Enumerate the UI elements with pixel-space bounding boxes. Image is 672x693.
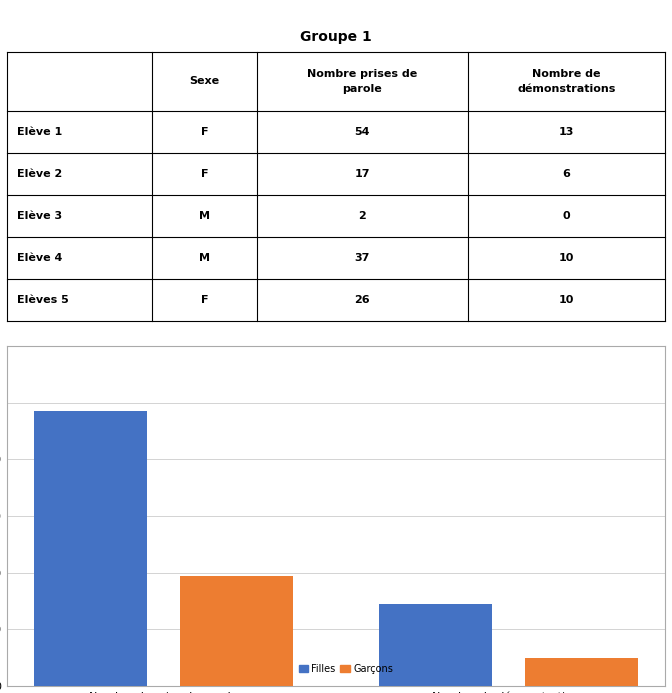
Legend: Filles, Garçons: Filles, Garçons (295, 660, 397, 678)
Bar (378, 604, 491, 686)
Text: M: M (199, 253, 210, 263)
Text: 26: 26 (355, 295, 370, 305)
Text: 37: 37 (355, 253, 370, 263)
Text: Elève 1: Elève 1 (17, 127, 62, 137)
Text: F: F (200, 295, 208, 305)
Text: Sexe: Sexe (190, 76, 219, 86)
Text: 13: 13 (559, 127, 574, 137)
Text: M: M (199, 211, 210, 221)
Text: 10: 10 (559, 295, 574, 305)
Text: Elève 4: Elève 4 (17, 253, 62, 263)
Bar (526, 658, 638, 686)
Text: Nombre de
démonstrations: Nombre de démonstrations (517, 69, 616, 94)
Text: Groupe 1: Groupe 1 (300, 30, 372, 44)
Text: 0: 0 (562, 211, 571, 221)
Bar (181, 576, 294, 686)
Text: 17: 17 (355, 169, 370, 179)
Text: 2: 2 (358, 211, 366, 221)
Text: Elève 2: Elève 2 (17, 169, 62, 179)
Text: Elève 3: Elève 3 (17, 211, 62, 221)
Text: 54: 54 (355, 127, 370, 137)
Bar (34, 411, 146, 686)
Text: F: F (200, 127, 208, 137)
Text: Elèves 5: Elèves 5 (17, 295, 69, 305)
Text: 6: 6 (562, 169, 571, 179)
Text: Nombre prises de
parole: Nombre prises de parole (307, 69, 417, 94)
Text: F: F (200, 169, 208, 179)
Text: 10: 10 (559, 253, 574, 263)
